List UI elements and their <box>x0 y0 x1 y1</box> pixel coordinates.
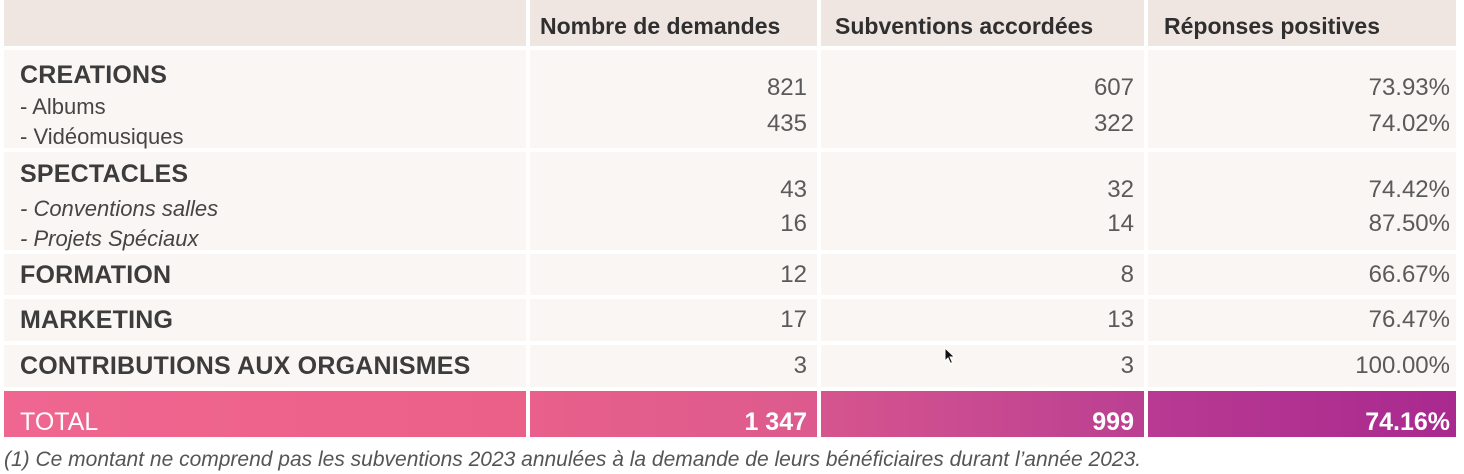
accordees-cell: 13 <box>821 299 1144 341</box>
positives-cell: 66.67% <box>1148 254 1456 295</box>
header-nombre-demandes: Nombre de demandes <box>530 0 817 46</box>
subitem-projets-speciaux: - Projets Spéciaux <box>20 226 199 251</box>
table-row-creations: CREATIONS - Albums - Vidéomusiques 821 4… <box>4 50 1460 149</box>
total-accordees: 999 <box>1092 408 1134 436</box>
header-reponses-positives: Réponses positives <box>1148 0 1456 46</box>
accordees-projets: 14 <box>1107 210 1134 237</box>
row-label-cell: SPECTACLES - Conventions salles - Projet… <box>4 152 526 251</box>
accordees-cell: 607 322 <box>821 50 1144 148</box>
total-positives-cell: 74.16% <box>1148 391 1456 437</box>
accordees-albums: 607 <box>1093 74 1134 101</box>
demandes-cell: 17 <box>530 299 817 341</box>
accordees-cell: 8 <box>821 254 1144 295</box>
table-row-contributions: CONTRIBUTIONS AUX ORGANISMES 3 3 100.00% <box>4 345 1460 387</box>
positives-videomusiques: 74.02% <box>1368 110 1450 137</box>
total-positives: 74.16% <box>1365 408 1450 436</box>
total-demandes: 1 347 <box>744 408 807 436</box>
row-label-cell: MARKETING <box>4 299 526 341</box>
total-label: TOTAL <box>20 408 99 436</box>
demandes-conventions: 43 <box>780 176 807 203</box>
accordees-videomusiques: 322 <box>1093 110 1134 137</box>
subitem-videomusiques: - Vidéomusiques <box>20 124 184 149</box>
demandes-cell: 3 <box>530 345 817 387</box>
accordees-cell: 3 <box>821 345 1144 387</box>
positives-contributions: 100.00% <box>1355 352 1450 379</box>
positives-cell: 73.93% 74.02% <box>1148 50 1456 148</box>
positives-cell: 100.00% <box>1148 345 1456 387</box>
positives-marketing: 76.47% <box>1368 306 1450 333</box>
demandes-formation: 12 <box>780 261 807 288</box>
positives-cell: 76.47% <box>1148 299 1456 341</box>
header-empty-cell <box>4 0 526 46</box>
table-header: Nombre de demandes Subventions accordées… <box>4 0 1460 46</box>
category-spectacles: SPECTACLES <box>20 160 189 188</box>
accordees-contributions: 3 <box>1120 352 1134 379</box>
demandes-projets: 16 <box>780 210 807 237</box>
accordees-conventions: 32 <box>1107 176 1134 203</box>
accordees-marketing: 13 <box>1107 306 1134 333</box>
demandes-cell: 12 <box>530 254 817 295</box>
demandes-contributions: 3 <box>793 352 807 379</box>
footnote: (1) Ce montant ne comprend pas les subve… <box>4 448 1142 471</box>
demandes-cell: 821 435 <box>530 50 817 148</box>
accordees-formation: 8 <box>1120 261 1134 288</box>
positives-projets: 87.50% <box>1368 210 1450 237</box>
subitem-albums: - Albums <box>20 94 106 119</box>
demandes-videomusiques: 435 <box>766 110 807 137</box>
accordees-cell: 32 14 <box>821 152 1144 250</box>
header-subventions-accordees: Subventions accordées <box>821 0 1144 46</box>
category-formation: FORMATION <box>20 261 172 289</box>
table-row-marketing: MARKETING 17 13 76.47% <box>4 299 1460 341</box>
demandes-albums: 821 <box>766 74 807 101</box>
category-creations: CREATIONS <box>20 61 168 89</box>
total-demandes-cell: 1 347 <box>530 391 817 437</box>
demandes-marketing: 17 <box>780 306 807 333</box>
category-contributions: CONTRIBUTIONS AUX ORGANISMES <box>20 352 471 380</box>
total-label-cell: TOTAL <box>4 391 526 437</box>
table-row-total: TOTAL 1 347 999 74.16% <box>4 391 1460 437</box>
row-label-cell: CONTRIBUTIONS AUX ORGANISMES <box>4 345 526 387</box>
positives-formation: 66.67% <box>1368 261 1450 288</box>
positives-conventions: 74.42% <box>1368 176 1450 203</box>
category-marketing: MARKETING <box>20 306 174 334</box>
mouse-pointer-icon <box>944 347 956 365</box>
table-row-spectacles: SPECTACLES - Conventions salles - Projet… <box>4 152 1460 251</box>
subitem-conventions-salles: - Conventions salles <box>20 196 219 221</box>
table-row-formation: FORMATION 12 8 66.67% <box>4 254 1460 295</box>
positives-albums: 73.93% <box>1368 74 1450 101</box>
total-accordees-cell: 999 <box>821 391 1144 437</box>
row-label-cell: FORMATION <box>4 254 526 295</box>
positives-cell: 74.42% 87.50% <box>1148 152 1456 250</box>
demandes-cell: 43 16 <box>530 152 817 250</box>
row-label-cell: CREATIONS - Albums - Vidéomusiques <box>4 50 526 149</box>
grants-table: Nombre de demandes Subventions accordées… <box>4 0 1460 437</box>
